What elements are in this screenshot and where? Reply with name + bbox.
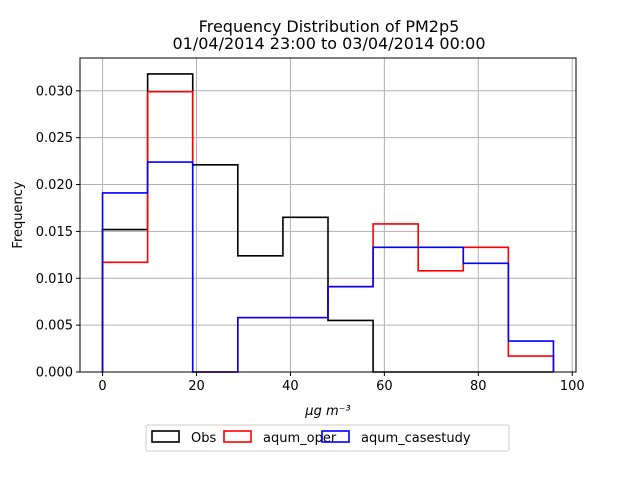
legend-label: Obs [191, 431, 216, 446]
series-step-obs [101, 73, 554, 373]
y-axis-label: Frequency [11, 181, 26, 248]
x-tick-label: 60 [376, 379, 393, 394]
legend-swatch [151, 430, 180, 443]
plot-frame [79, 57, 577, 373]
y-tick-label: 0.030 [36, 84, 73, 99]
y-tick-label: 0.005 [36, 319, 73, 334]
chart-subtitle: 01/04/2014 23:00 to 03/04/2014 00:00 [172, 34, 485, 53]
series-step-aqum-casestudy [101, 161, 555, 373]
y-tick-label: 0.020 [36, 178, 73, 193]
legend-swatch [223, 430, 252, 443]
legend: Obs aqum_oper aqum_casestudy [145, 424, 510, 452]
legend-label: aqum_oper [263, 431, 337, 446]
legend-label: aqum_casestudy [361, 431, 471, 446]
axis-ticks: 0 20 40 60 80 100 0.000 0.005 0.010 0.015 0.020 0.0… [36, 84, 585, 394]
y-tick-label: 0.025 [36, 131, 73, 146]
x-tick-label: 40 [282, 379, 299, 394]
x-tick-label: 0 [98, 379, 106, 394]
x-tick-label: 80 [470, 379, 487, 394]
data-series [101, 73, 555, 373]
x-axis-label: μg m⁻³ [304, 404, 350, 419]
y-tick-label: 0.015 [36, 225, 73, 240]
x-tick-label: 100 [560, 379, 585, 394]
y-tick-label: 0.000 [36, 366, 73, 381]
legend-swatch [321, 430, 350, 443]
grid-lines [80, 58, 576, 373]
x-tick-label: 20 [188, 379, 205, 394]
y-tick-label: 0.010 [36, 272, 73, 287]
chart-title: Frequency Distribution of PM2p5 [199, 17, 460, 36]
